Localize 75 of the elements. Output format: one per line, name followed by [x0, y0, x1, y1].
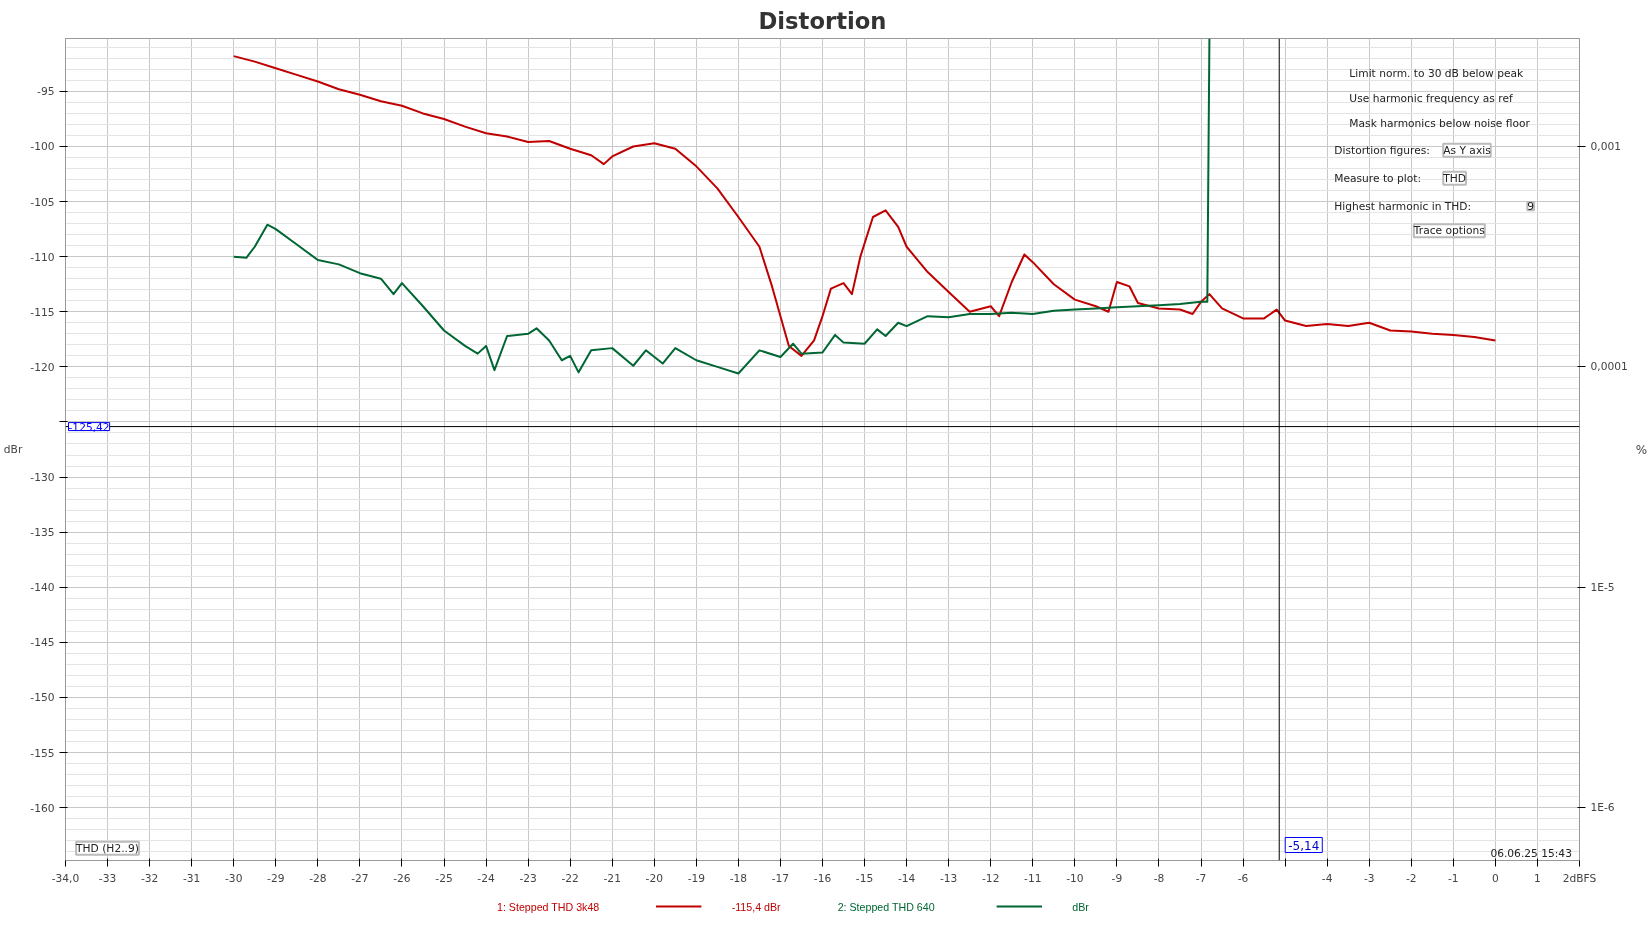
x-tick-label: -1	[1448, 871, 1459, 885]
x-tick-label: -32	[140, 871, 159, 885]
x-tick-label: -33	[98, 871, 117, 885]
x-tick-label: 1	[1534, 871, 1541, 885]
annotation: THD (H2..9)	[75, 841, 139, 855]
x-tick-label: -15	[855, 871, 874, 885]
annotation: Trace options	[1412, 224, 1486, 238]
annotation: Highest harmonic in THD:	[1334, 199, 1472, 213]
y2-tick-label: 0,001	[1590, 139, 1622, 153]
x-tick-label: -31	[182, 871, 201, 885]
y-tick-label: -140	[30, 581, 55, 595]
x-tick-label: -2	[1405, 871, 1417, 885]
x-tick-label: -7	[1195, 871, 1207, 885]
y2-tick-label: 1E-6	[1590, 801, 1615, 815]
x-tick-label: -11	[1024, 871, 1042, 885]
y-tick-label: -130	[30, 471, 55, 485]
x-tick-label: -18	[729, 871, 748, 885]
x-tick-label: -30	[225, 871, 243, 885]
annotation: 06.06.25 15:43	[1490, 846, 1572, 860]
y-tick-label: -160	[30, 801, 55, 815]
x-tick-label: -34,0	[51, 871, 80, 885]
x-tick-label: -9	[1111, 871, 1123, 885]
x-tick-label: -28	[309, 871, 327, 885]
text: 1: Stepped THD 3k48	[496, 900, 600, 913]
chart-title: Distortion	[758, 7, 887, 34]
x-tick-label: -3	[1363, 871, 1375, 885]
x-tick-label: 2dBFS	[1562, 871, 1597, 885]
x-tick-label: -10	[1066, 871, 1084, 885]
x-tick-label: -29	[267, 871, 285, 885]
y-axis-title: dBr	[3, 443, 23, 456]
x-tick-label: 0	[1492, 871, 1499, 885]
x-tick-label: -23	[519, 871, 537, 885]
y-tick-label: -150	[30, 691, 55, 705]
x-tick-label: -13	[939, 871, 958, 885]
annotation: As Y axis	[1443, 143, 1492, 157]
ref-line-label: -125,42	[68, 420, 110, 434]
y-tick-label: -105	[30, 195, 55, 209]
x-tick-label: -12	[982, 871, 1000, 885]
y-tick-label: -95	[37, 85, 55, 99]
x-tick-label: -21	[603, 871, 621, 885]
x-tick-label: -27	[351, 871, 369, 885]
y-tick-label: -120	[30, 360, 55, 374]
x-tick-label: -24	[477, 871, 495, 885]
x-tick-label: -22	[561, 871, 579, 885]
y-tick-label: -115	[30, 305, 55, 319]
x-tick-label: -6	[1237, 871, 1249, 885]
annotation: Mask harmonics below noise floor	[1349, 117, 1531, 131]
x-tick-label: -20	[645, 871, 664, 885]
text: 2: Stepped THD 640	[837, 900, 935, 913]
annotation: 9	[1527, 200, 1535, 214]
text: dBr	[1072, 900, 1090, 913]
y-tick-label: -145	[30, 636, 55, 650]
y-tick-label: -100	[30, 140, 55, 154]
x-tick-label: -26	[393, 871, 411, 885]
y-tick-label: -155	[30, 746, 55, 760]
x-tick-label: -14	[897, 871, 916, 885]
x-tick-label: -4	[1321, 871, 1333, 885]
y2-axis-title: %	[1635, 442, 1648, 457]
x-tick-label: -19	[687, 871, 706, 885]
y-tick-label: -110	[30, 250, 55, 264]
annotation: Measure to plot:	[1334, 171, 1422, 185]
annotation: Distortion figures:	[1334, 143, 1430, 157]
line-series	[232, 38, 1211, 375]
annotation: Use harmonic frequency as ref	[1349, 92, 1514, 106]
x-tick-label: -16	[813, 871, 832, 885]
annotation: THD	[1442, 171, 1466, 185]
y2-tick-label: 0,0001	[1590, 360, 1628, 374]
x-tick-label: -25	[435, 871, 453, 885]
y2-tick-label: 1E-5	[1590, 580, 1615, 594]
y-tick-label: -135	[30, 526, 55, 540]
ref-line-label: -5,14	[1288, 838, 1320, 853]
x-tick-label: -8	[1153, 871, 1165, 885]
text: -115,4 dBr	[731, 900, 782, 913]
x-tick-label: -17	[771, 871, 790, 885]
annotation: Limit norm. to 30 dB below peak	[1349, 66, 1525, 80]
